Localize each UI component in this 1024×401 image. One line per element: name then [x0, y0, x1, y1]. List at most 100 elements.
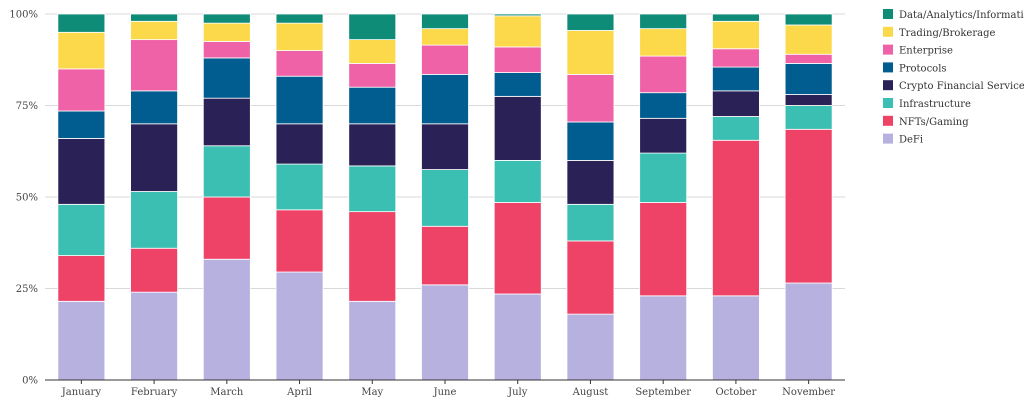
- bar-segment: [57, 68, 106, 112]
- bar-segment: [275, 50, 324, 77]
- x-tick-label: August: [572, 387, 609, 398]
- bar-segment: [421, 73, 469, 125]
- bar-segment: [566, 121, 615, 161]
- bar-segment: [130, 13, 178, 22]
- bar-segment: [493, 293, 542, 381]
- bar-segment: [130, 191, 178, 249]
- bar-segment: [275, 163, 324, 211]
- legend: Data/Analytics/Information Trading/Broker…: [883, 9, 1024, 146]
- bar-segment: [639, 55, 688, 94]
- legend-label: Enterprise: [899, 46, 953, 57]
- legend-item: Trading/Brokerage: [883, 26, 995, 39]
- bar-segment: [784, 105, 833, 130]
- legend-label: Protocols: [899, 63, 947, 74]
- legend-swatch: [883, 115, 893, 126]
- bar-segment: [712, 116, 760, 141]
- legend-item: Enterprise: [883, 44, 953, 57]
- bar-segment: [784, 282, 833, 381]
- x-tick-label: March: [210, 387, 244, 398]
- bar-segment: [202, 258, 251, 381]
- bar-segment: [493, 46, 542, 73]
- bar-stack-may: [348, 13, 397, 381]
- legend-label: Infrastructure: [899, 99, 971, 110]
- bar-segment: [202, 97, 251, 147]
- legend-swatch: [883, 26, 893, 37]
- bar-segment: [130, 291, 178, 381]
- bar-segment: [130, 20, 178, 41]
- bar-segment: [57, 255, 106, 302]
- legend-item: Infrastructure: [883, 98, 971, 110]
- bar-segment: [348, 63, 397, 88]
- bar-segment: [784, 63, 833, 95]
- bar-segment: [348, 13, 397, 41]
- bar-segment: [275, 209, 324, 273]
- x-tick-label: May: [361, 387, 383, 398]
- legend-swatch: [883, 133, 893, 144]
- bar-segment: [421, 28, 469, 46]
- x-tick-label: November: [782, 387, 835, 398]
- bar-segment: [202, 13, 251, 24]
- bar-segment: [639, 202, 688, 297]
- y-axis-ticks: 0% 25% 50% 75% 100%: [9, 10, 38, 387]
- bar-segment: [130, 90, 178, 125]
- bar-segment: [57, 138, 106, 205]
- y-tick-label: 0%: [22, 376, 38, 387]
- x-tick-label: April: [286, 387, 312, 398]
- legend-swatch: [883, 80, 893, 91]
- bar-segment: [784, 128, 833, 284]
- bar-stack-september: [639, 13, 688, 381]
- bar-segment: [348, 39, 397, 64]
- x-tick-label: February: [131, 387, 178, 398]
- bar-segment: [639, 295, 688, 381]
- bar-stack-june: [421, 13, 469, 381]
- bar-segment: [493, 95, 542, 161]
- bar-segment: [421, 123, 469, 170]
- y-tick-label: 75%: [16, 101, 38, 112]
- bar-segment: [712, 295, 760, 381]
- bar-stack-july: [493, 13, 542, 381]
- bar-segment: [493, 15, 542, 48]
- x-tick-label: January: [61, 387, 102, 398]
- x-tick-label: October: [715, 387, 756, 398]
- bar-segment: [566, 203, 615, 242]
- bar-segment: [202, 196, 251, 260]
- bar-segment: [202, 57, 251, 99]
- legend-item: Crypto Financial Services: [883, 80, 1024, 92]
- bar-segment: [421, 225, 469, 286]
- bar-segment: [202, 145, 251, 198]
- bar-segment: [275, 13, 324, 24]
- legend-label: Data/Analytics/Information: [899, 10, 1024, 21]
- bar-segment: [784, 24, 833, 55]
- y-tick-label: 50%: [16, 193, 38, 204]
- bar-segment: [57, 203, 106, 256]
- bar-segment: [712, 48, 760, 68]
- x-tick-label: June: [433, 387, 457, 398]
- bar-segment: [421, 13, 469, 30]
- bar-segment: [348, 300, 397, 381]
- bar-segment: [566, 13, 615, 31]
- bar-segment: [639, 13, 688, 30]
- bar-segment: [712, 66, 760, 92]
- bar-segment: [493, 13, 542, 17]
- bar-segment: [712, 20, 760, 50]
- bar-segment: [348, 165, 397, 213]
- bar-segment: [566, 313, 615, 381]
- bar-segment: [712, 13, 760, 22]
- bar-segment: [57, 31, 106, 70]
- legend-label: DeFi: [899, 135, 923, 146]
- bar-segment: [57, 13, 106, 33]
- bar-segment: [784, 53, 833, 64]
- bar-segment: [275, 75, 324, 125]
- bars: [57, 13, 833, 381]
- bar-segment: [566, 73, 615, 123]
- legend-label: NFTs/Gaming: [899, 117, 969, 128]
- bar-segment: [421, 169, 469, 227]
- legend-label: Crypto Financial Services: [899, 81, 1024, 92]
- bar-segment: [348, 86, 397, 125]
- bar-stack-november: [784, 13, 833, 381]
- legend-item: Data/Analytics/Information: [883, 9, 1024, 21]
- bar-stack-august: [566, 13, 615, 381]
- bar-segment: [639, 152, 688, 203]
- bar-segment: [421, 44, 469, 75]
